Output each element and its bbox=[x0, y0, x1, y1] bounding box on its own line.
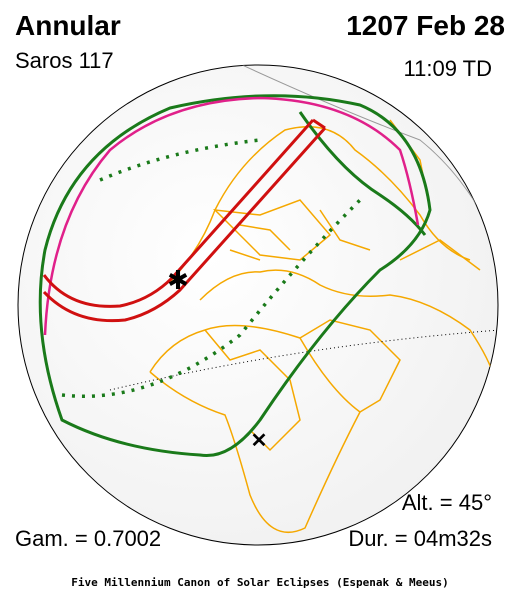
gamma: Gam. = 0.7002 bbox=[15, 526, 161, 551]
eclipse-type: Annular bbox=[15, 10, 121, 41]
greatest-duration-mark: ✕ bbox=[251, 430, 268, 452]
eclipse-limit bbox=[298, 111, 427, 236]
max-eclipse-line bbox=[61, 198, 362, 398]
eclipse-date: 1207 Feb 28 bbox=[346, 10, 505, 41]
sunrise-curve bbox=[43, 96, 420, 336]
duration: Dur. = 04m32s bbox=[348, 526, 492, 551]
greatest-eclipse-star: ✱ bbox=[167, 265, 189, 295]
globe bbox=[17, 64, 499, 546]
altitude: Alt. = 45° bbox=[402, 490, 492, 515]
equator bbox=[109, 329, 498, 391]
penumbra-limit bbox=[38, 94, 432, 458]
saros: Saros 117 bbox=[15, 48, 114, 73]
eclipse-time: 11:09 TD bbox=[404, 56, 492, 81]
annular-path bbox=[42, 118, 327, 323]
caption: Five Millennium Canon of Solar Eclipses … bbox=[71, 576, 449, 589]
